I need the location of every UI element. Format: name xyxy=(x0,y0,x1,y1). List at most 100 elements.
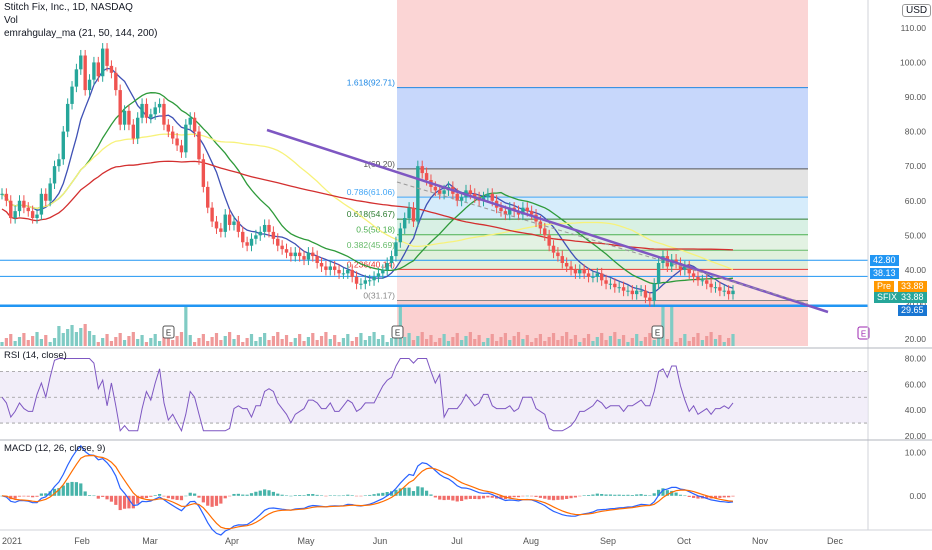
currency-button[interactable]: USD xyxy=(902,4,932,17)
candle-body xyxy=(560,256,564,263)
macd-histogram-bar xyxy=(411,491,416,496)
volume-bar xyxy=(31,336,35,346)
earnings-marker-1 xyxy=(391,325,404,339)
symbol-title[interactable]: Stitch Fix, Inc., 1D, NASDAQ xyxy=(4,2,133,13)
volume-bar xyxy=(363,340,367,346)
macd-histogram-bar xyxy=(223,495,227,499)
macd-histogram-bar xyxy=(284,495,289,496)
ma-21-line xyxy=(1,67,734,294)
candle-body xyxy=(83,55,87,91)
macd-histogram-bar xyxy=(433,495,437,498)
macd-histogram-bar xyxy=(363,495,367,496)
fib-label-0.786: 0.786(61.06) xyxy=(347,187,395,197)
volume-bar xyxy=(473,339,477,346)
volume-bar xyxy=(232,339,236,346)
volume-bar xyxy=(591,341,595,346)
volume-bar xyxy=(595,337,599,346)
macd-histogram-bar xyxy=(306,494,311,496)
volume-bar xyxy=(709,332,713,346)
macd-histogram-bar xyxy=(473,495,477,499)
macd-histogram-bar xyxy=(201,495,205,503)
macd-histogram-bar xyxy=(328,495,332,496)
volume-bar xyxy=(293,338,297,346)
candle-body xyxy=(131,124,136,139)
macd-histogram-bar xyxy=(665,490,669,496)
candle-body xyxy=(363,280,368,284)
volume-bar xyxy=(188,335,192,346)
volume-bar xyxy=(35,332,39,346)
candle-body xyxy=(249,238,254,246)
fib-zone-4 xyxy=(397,234,808,251)
macd-histogram-bar xyxy=(179,495,184,501)
rsi-tick-label: 60.00 xyxy=(905,379,927,389)
macd-histogram-bar xyxy=(613,494,617,496)
time-tick-label: Sep xyxy=(600,536,616,546)
macd-histogram-bar xyxy=(678,494,683,496)
earnings-marker-0 xyxy=(162,325,175,339)
volume-bar xyxy=(538,334,543,346)
price-tick-label: 70.00 xyxy=(905,161,927,171)
macd-histogram-bar xyxy=(604,494,608,496)
candle-body xyxy=(87,79,92,91)
candle-body xyxy=(297,252,302,257)
volume-bar xyxy=(96,342,100,346)
volume-bar xyxy=(582,338,586,346)
fib-label-0.5: 0.5(50.18) xyxy=(356,225,395,235)
volume-bar xyxy=(136,339,140,346)
candle-body xyxy=(271,231,276,239)
candle-body xyxy=(57,159,61,167)
volume-bar xyxy=(61,333,65,346)
macd-histogram-bar xyxy=(280,494,284,496)
candle-body xyxy=(459,197,464,201)
volume-bar xyxy=(276,332,280,346)
volume-bar xyxy=(495,341,499,346)
volume-bar xyxy=(678,338,683,346)
fib-zone-0 xyxy=(397,87,808,169)
volume-bar xyxy=(705,336,709,346)
candle-body xyxy=(424,173,429,180)
macd-histogram-bar xyxy=(122,495,127,509)
volume-bar xyxy=(144,342,149,346)
candle-body xyxy=(144,103,149,118)
macd-histogram-bar xyxy=(52,488,57,496)
macd-histogram-bar xyxy=(118,495,122,511)
earnings-marker-3 xyxy=(857,326,870,340)
candle-body xyxy=(17,200,22,212)
candle-body xyxy=(573,269,578,274)
candle-body xyxy=(210,207,214,222)
macd-histogram-bar xyxy=(481,495,486,499)
price-tick-label: 100.00 xyxy=(900,57,926,67)
price-tick-label: 20.00 xyxy=(905,334,927,344)
volume-bar xyxy=(289,342,293,346)
volume-bar xyxy=(385,342,389,346)
macd-label: MACD (12, 26, close, 9) xyxy=(4,443,105,454)
candle-body xyxy=(166,124,171,132)
macd-histogram-bar xyxy=(621,494,626,496)
macd-histogram-bar xyxy=(652,493,656,496)
candle-body xyxy=(683,266,687,270)
candle-body xyxy=(223,214,227,232)
candle-body xyxy=(656,263,661,284)
candle-body xyxy=(726,290,731,295)
ma-legend[interactable]: emrahgulay_ma (21, 50, 144, 200) xyxy=(4,28,158,39)
volume-bar xyxy=(530,342,534,346)
macd-histogram-bar xyxy=(140,495,144,499)
volume-bar xyxy=(411,340,416,346)
macd-histogram-bar xyxy=(166,495,170,499)
volume-bar xyxy=(613,332,617,346)
time-tick-label: Feb xyxy=(74,536,90,546)
candle-body xyxy=(214,221,219,229)
macd-histogram-bar xyxy=(385,491,389,496)
candle-body xyxy=(328,266,332,270)
volume-bar xyxy=(258,337,262,346)
macd-histogram-bar xyxy=(407,487,411,496)
candle-body xyxy=(709,283,713,288)
volume-legend[interactable]: Vol xyxy=(4,15,18,26)
candle-body xyxy=(332,266,337,270)
candle-body xyxy=(30,211,35,219)
macd-histogram-bar xyxy=(241,494,245,496)
macd-histogram-bar xyxy=(683,495,687,497)
macd-histogram-bar xyxy=(521,495,525,497)
